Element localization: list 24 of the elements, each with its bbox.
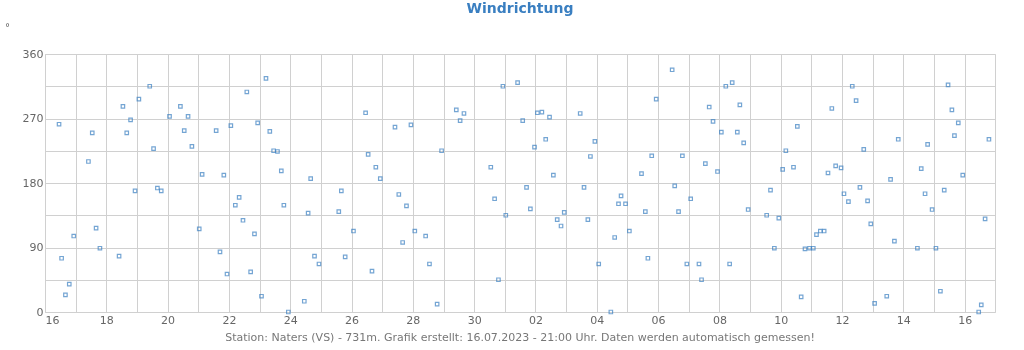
y-tick-label: 360 [22,47,44,61]
x-tick-label: 24 [283,313,298,327]
text: Station: Naters (VS) - 731m. Grafik erstellt: 16.07.2023 - 21:00 Uhr. Daten werden automatisch gemessen! [225,331,815,344]
chart-title: Windrichtung [466,0,574,16]
y-tick-label: 270 [22,112,44,125]
x-tick-label: 22 [222,313,237,327]
y-tick-label: 90 [29,241,44,254]
x-tick-label: 02 [528,313,543,327]
x-tick-label: 16 [45,313,60,327]
x-tick-label: 30 [467,313,482,327]
x-tick-label: 04 [590,313,605,327]
x-tick-label: 10 [774,313,789,327]
x-tick-label: 06 [651,313,666,327]
x-tick-label: 26 [345,313,360,327]
x-tick-label: 12 [835,313,850,327]
x-tick-label: 16 [958,313,973,327]
y-tick-label: 0 [36,305,44,319]
x-tick-label: 08 [712,313,727,327]
x-tick-label: 18 [99,313,114,327]
x-tick-label: 20 [161,313,176,327]
x-tick-label: 14 [896,313,911,327]
x-tick-label: 28 [406,313,421,327]
y-tick-label: 180 [22,176,44,190]
y-axis-title: ° [5,21,10,33]
